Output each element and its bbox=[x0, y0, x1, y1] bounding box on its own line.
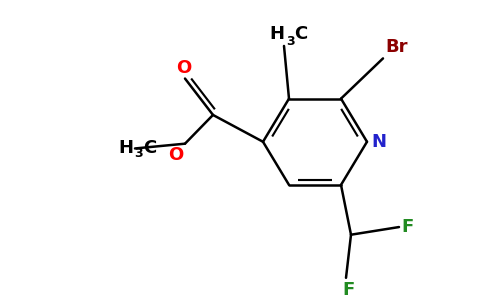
Text: 3: 3 bbox=[134, 147, 143, 160]
Text: O: O bbox=[168, 146, 183, 164]
Text: C: C bbox=[143, 140, 156, 158]
Text: O: O bbox=[176, 58, 192, 76]
Text: F: F bbox=[342, 281, 354, 299]
Text: H: H bbox=[118, 140, 133, 158]
Text: F: F bbox=[401, 218, 413, 236]
Text: 3: 3 bbox=[286, 35, 295, 48]
Text: Br: Br bbox=[385, 38, 408, 56]
Text: C: C bbox=[294, 25, 307, 43]
Text: N: N bbox=[371, 133, 386, 151]
Text: H: H bbox=[269, 25, 284, 43]
